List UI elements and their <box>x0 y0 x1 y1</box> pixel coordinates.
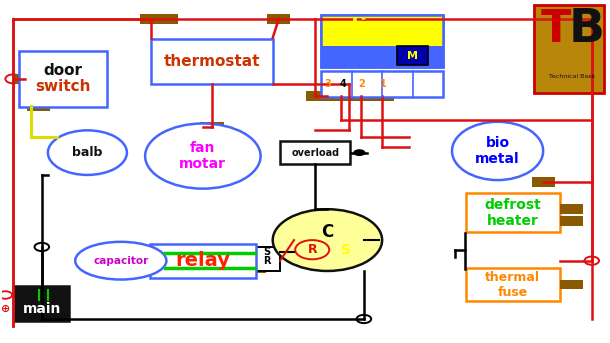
Text: timer: timer <box>350 17 414 37</box>
Text: switch: switch <box>35 79 91 94</box>
Text: balb: balb <box>72 146 102 159</box>
FancyBboxPatch shape <box>14 74 37 84</box>
FancyBboxPatch shape <box>155 14 178 24</box>
Text: 1: 1 <box>380 79 387 89</box>
FancyBboxPatch shape <box>151 39 273 84</box>
FancyBboxPatch shape <box>321 15 443 67</box>
Text: relay: relay <box>176 251 231 270</box>
Text: fan
motar: fan motar <box>179 141 226 171</box>
FancyBboxPatch shape <box>154 248 177 258</box>
FancyBboxPatch shape <box>140 14 163 24</box>
FancyBboxPatch shape <box>465 268 560 301</box>
Text: C: C <box>321 223 334 240</box>
Text: 2: 2 <box>359 79 365 89</box>
Text: defrost
heater: defrost heater <box>484 198 541 228</box>
Text: 4: 4 <box>339 79 346 89</box>
FancyBboxPatch shape <box>267 14 290 24</box>
FancyBboxPatch shape <box>465 193 560 233</box>
FancyBboxPatch shape <box>15 286 69 321</box>
Text: S: S <box>264 247 271 257</box>
Circle shape <box>295 240 329 259</box>
Circle shape <box>273 209 382 271</box>
Text: bio
metal: bio metal <box>475 136 520 166</box>
Circle shape <box>357 315 371 323</box>
Text: thermal
fuse: thermal fuse <box>486 271 540 299</box>
Text: ⊕: ⊕ <box>1 304 10 314</box>
Circle shape <box>145 123 260 189</box>
Ellipse shape <box>75 242 167 280</box>
FancyBboxPatch shape <box>560 204 583 214</box>
Text: overload: overload <box>291 147 339 158</box>
FancyBboxPatch shape <box>560 216 583 226</box>
FancyBboxPatch shape <box>281 141 350 164</box>
Text: 3: 3 <box>324 79 331 89</box>
FancyBboxPatch shape <box>201 122 223 132</box>
Ellipse shape <box>452 122 543 180</box>
FancyBboxPatch shape <box>19 50 107 107</box>
Text: M: M <box>407 50 418 61</box>
Circle shape <box>5 74 21 83</box>
FancyBboxPatch shape <box>321 71 443 97</box>
FancyBboxPatch shape <box>243 263 266 273</box>
FancyBboxPatch shape <box>531 177 554 187</box>
FancyBboxPatch shape <box>306 91 329 101</box>
FancyBboxPatch shape <box>254 247 280 271</box>
FancyBboxPatch shape <box>149 244 256 278</box>
FancyBboxPatch shape <box>321 15 443 46</box>
FancyBboxPatch shape <box>154 263 177 273</box>
Text: T: T <box>541 8 572 51</box>
Circle shape <box>35 243 49 251</box>
Text: R: R <box>307 243 317 256</box>
Text: door: door <box>43 63 82 78</box>
Text: capacitor: capacitor <box>93 256 148 266</box>
FancyBboxPatch shape <box>560 280 583 289</box>
FancyBboxPatch shape <box>350 91 373 101</box>
FancyBboxPatch shape <box>329 91 353 101</box>
Text: main: main <box>23 302 61 316</box>
FancyBboxPatch shape <box>27 102 51 111</box>
Text: B: B <box>569 7 605 52</box>
Text: S: S <box>340 244 351 257</box>
FancyBboxPatch shape <box>397 46 428 65</box>
FancyBboxPatch shape <box>353 14 375 24</box>
FancyBboxPatch shape <box>243 248 266 258</box>
Circle shape <box>353 149 365 156</box>
FancyBboxPatch shape <box>371 91 393 101</box>
Text: R: R <box>264 256 271 266</box>
Circle shape <box>584 257 599 265</box>
Circle shape <box>48 130 127 175</box>
Text: Technical Bask: Technical Bask <box>550 74 595 79</box>
Circle shape <box>0 291 12 299</box>
FancyBboxPatch shape <box>534 5 604 93</box>
Text: thermostat: thermostat <box>163 54 260 69</box>
